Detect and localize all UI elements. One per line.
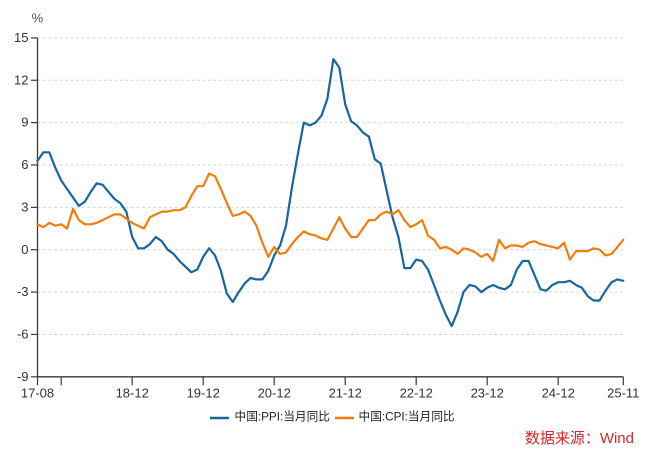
svg-text:22-12: 22-12: [400, 386, 433, 401]
svg-text:15: 15: [14, 30, 28, 45]
svg-text:3: 3: [21, 199, 28, 214]
svg-text:-9: -9: [17, 369, 29, 384]
svg-text:18-12: 18-12: [116, 386, 149, 401]
svg-text:20-12: 20-12: [258, 386, 291, 401]
svg-text:25-11: 25-11: [607, 386, 639, 401]
svg-text:数据来源：Wind: 数据来源：Wind: [525, 430, 634, 447]
svg-text:24-12: 24-12: [542, 386, 575, 401]
svg-text:6: 6: [21, 157, 28, 172]
svg-text:0: 0: [21, 242, 28, 257]
svg-text:19-12: 19-12: [187, 386, 220, 401]
svg-text:中国:PPI:当月同比: 中国:PPI:当月同比: [235, 410, 330, 424]
svg-text:17-08: 17-08: [21, 386, 54, 401]
svg-text:23-12: 23-12: [471, 386, 504, 401]
svg-text:中国:CPI:当月同比: 中国:CPI:当月同比: [359, 410, 455, 424]
svg-text:%: %: [32, 11, 44, 26]
svg-text:21-12: 21-12: [329, 386, 362, 401]
svg-text:-3: -3: [17, 284, 29, 299]
svg-text:-6: -6: [17, 327, 29, 342]
svg-text:9: 9: [21, 115, 28, 130]
svg-text:12: 12: [14, 72, 28, 87]
